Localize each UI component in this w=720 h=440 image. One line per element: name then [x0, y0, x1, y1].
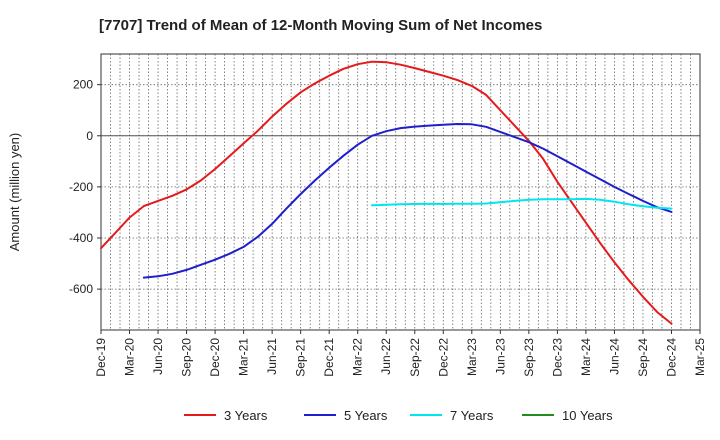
legend-label: 7 Years: [450, 408, 494, 423]
y-tick-label: -600: [69, 282, 93, 296]
legend: 3 Years 5 Years 7 Years 10 Years: [184, 408, 613, 423]
series-line-5-years: [142, 123, 673, 279]
x-tick-label: Sep-21: [294, 338, 308, 377]
y-tick-label: 200: [73, 78, 93, 92]
x-tick-label: Dec-22: [436, 338, 450, 377]
legend-label: 5 Years: [344, 408, 388, 423]
x-tick-label: Mar-20: [123, 338, 137, 376]
y-axis-label: Amount (million yen): [7, 133, 22, 252]
x-tick-label: Jun-21: [265, 338, 279, 375]
x-tick-label: Dec-21: [322, 338, 336, 377]
x-tick-label: Mar-22: [351, 338, 365, 376]
x-tick-label: Dec-20: [208, 338, 222, 377]
x-tick-label: Sep-23: [522, 338, 536, 377]
y-tick-label: 0: [86, 129, 93, 143]
x-tick-label: Sep-24: [636, 338, 650, 377]
series-line-3-years: [100, 60, 673, 325]
legend-label: 3 Years: [224, 408, 268, 423]
y-tick-label: -400: [69, 231, 93, 245]
series-line-7-years: [371, 197, 673, 210]
legend-label: 10 Years: [562, 408, 613, 423]
x-tick-label: Jun-22: [379, 338, 393, 375]
x-tick-label: Sep-22: [408, 338, 422, 377]
x-tick-label: Jun-20: [151, 338, 165, 375]
x-tick-label: Dec-23: [550, 338, 564, 377]
plot-area: 200 0 -200 -400 -600 Dec-19 Mar-20 Jun-20 Sep-20…: [69, 53, 707, 377]
x-tick-label: Mar-23: [465, 338, 479, 376]
x-tick-label: Mar-21: [237, 338, 251, 376]
x-tick-label: Mar-25: [693, 338, 707, 376]
plot-background: [101, 54, 700, 330]
x-tick-label: Jun-23: [493, 338, 507, 375]
x-tick-label: Dec-24: [664, 338, 678, 377]
y-tick-label: -200: [69, 180, 93, 194]
x-tick-label: Sep-20: [180, 338, 194, 377]
chart-title: [7707] Trend of Mean of 12-Month Moving …: [99, 17, 542, 34]
x-tick-label: Dec-19: [94, 338, 108, 377]
x-tick-label: Jun-24: [607, 338, 621, 375]
x-tick-label: Mar-24: [579, 338, 593, 376]
plot-frame: [100, 53, 701, 331]
